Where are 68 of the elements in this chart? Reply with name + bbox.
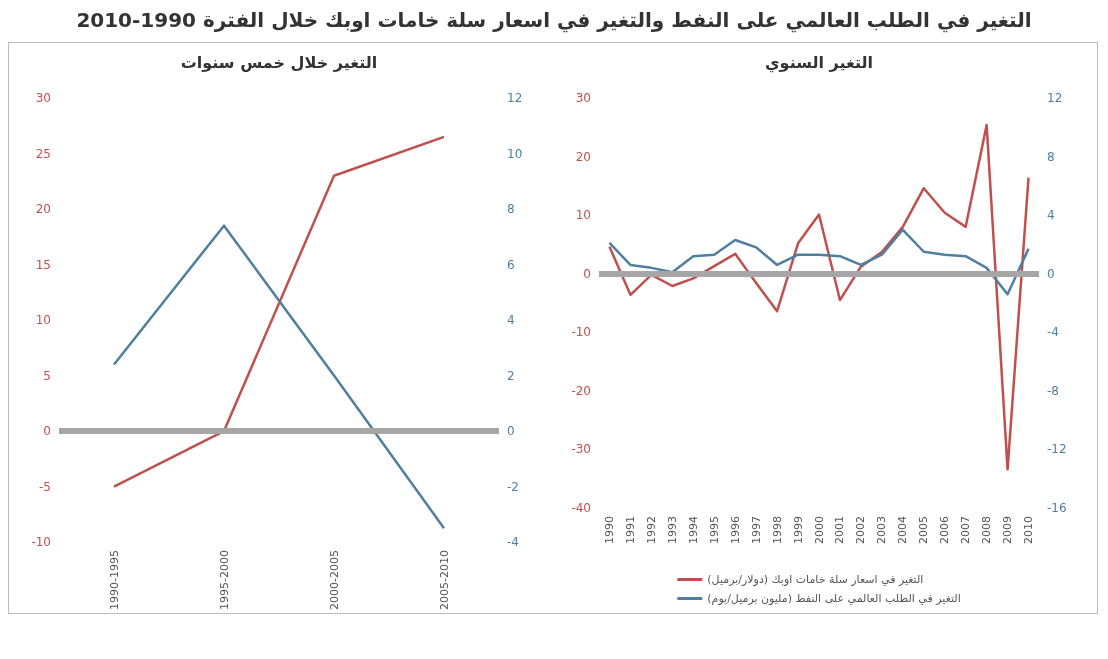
x-tick-label: 1995	[707, 516, 721, 544]
y2-tick-label: -16	[1047, 501, 1067, 515]
y-tick-label: 10	[35, 313, 51, 328]
y2-tick-label: 10	[507, 146, 523, 161]
x-tick-label: 2007	[959, 516, 973, 544]
y-tick-label: -5	[39, 479, 51, 494]
line-series	[112, 135, 446, 488]
y-tick-label: -10	[31, 535, 51, 550]
y2-tick-label: 12	[1047, 91, 1063, 105]
x-tick-label: 1990	[602, 516, 616, 544]
y2-tick-label: 8	[1047, 149, 1055, 164]
y-tick-label: -10	[571, 325, 591, 340]
x-tick-label: 1991	[623, 516, 637, 544]
x-tick-label: 2005-2010	[437, 550, 451, 611]
y-tick-label: 0	[583, 266, 591, 281]
x-tick-label: 2000-2005	[327, 550, 341, 611]
y-tick-label: 0	[43, 424, 51, 439]
line-series	[608, 123, 1030, 471]
x-tick-label: 2003	[875, 516, 889, 544]
y2-tick-label: 4	[507, 313, 515, 328]
x-tick-label: 2005	[917, 516, 931, 544]
chart-title: التغير السنوي	[764, 52, 874, 73]
y2-tick-label: -4	[507, 535, 519, 550]
x-tick-label: 2001	[833, 516, 847, 544]
y2-tick-label: 8	[507, 202, 515, 217]
y2-tick-label: 0	[507, 424, 515, 439]
x-tick-label: 1996	[728, 516, 742, 544]
x-tick-label: 1990-1995	[107, 550, 121, 611]
legend-label: التغير في اسعار سلة خامات اوبك (دولار/برميل)	[707, 573, 924, 586]
y-tick-label: 15	[35, 257, 51, 272]
x-tick-label: 1995-2000	[217, 550, 231, 611]
y2-tick-label: 0	[1047, 266, 1055, 281]
line-series	[112, 224, 446, 530]
y-tick-label: 20	[575, 149, 591, 164]
y-tick-label: -30	[571, 442, 591, 457]
x-tick-label: 2006	[938, 516, 952, 544]
y-tick-label: 10	[575, 208, 591, 223]
y-tick-label: -40	[571, 501, 591, 515]
y2-tick-label: 2	[507, 368, 515, 383]
y-tick-label: 20	[35, 202, 51, 217]
x-tick-label: 1997	[749, 516, 763, 544]
y-tick-label: 30	[35, 91, 51, 105]
legend-label: التغير في الطلب العالمي على النفط (مليون برميل/يوم)	[707, 592, 961, 605]
x-tick-label: 1994	[686, 516, 700, 544]
x-tick-label: 1999	[791, 516, 805, 544]
text: التغير في الطلب العالمي على النفط والتغير في اسعار سلة خامات اوبك خلال الفترة 1990-2010	[75, 8, 1033, 32]
y2-tick-label: -8	[1047, 383, 1059, 398]
x-tick-label: 2004	[896, 516, 910, 544]
y2-tick-label: 12	[507, 91, 523, 105]
y2-tick-label: -4	[1047, 325, 1059, 340]
y2-tick-label: -2	[507, 479, 519, 494]
y2-tick-label: -12	[1047, 442, 1067, 457]
y-tick-label: 25	[35, 146, 51, 161]
x-tick-label: 2000	[812, 516, 826, 544]
y2-tick-label: 6	[507, 257, 515, 272]
y-tick-label: -20	[571, 383, 591, 398]
y-tick-label: 30	[575, 91, 591, 105]
x-tick-label: 2009	[1001, 516, 1015, 544]
y2-tick-label: 4	[1047, 208, 1055, 223]
x-tick-label: 1992	[644, 516, 658, 544]
x-tick-label: 1998	[770, 516, 784, 544]
x-tick-label: 2002	[854, 516, 868, 544]
x-tick-label: 1993	[665, 516, 679, 544]
x-tick-label: 2008	[980, 516, 994, 544]
x-tick-label: 2010	[1022, 516, 1036, 544]
y-tick-label: 5	[43, 368, 51, 383]
line-series	[608, 228, 1030, 296]
chart-title: التغير خلال خمس سنوات	[180, 52, 378, 72]
